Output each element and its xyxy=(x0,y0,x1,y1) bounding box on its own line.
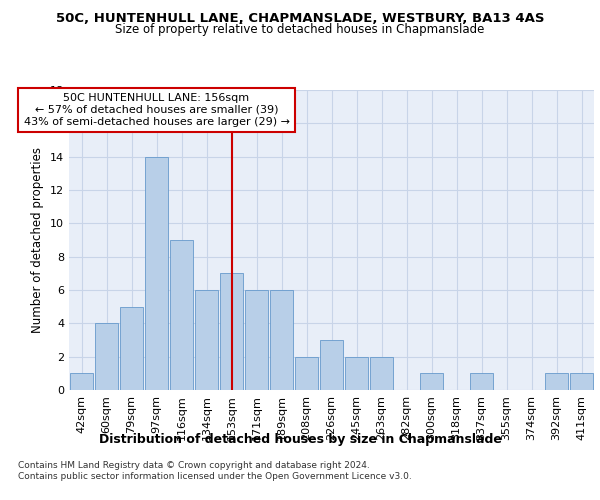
Bar xyxy=(245,290,268,390)
Bar xyxy=(120,306,143,390)
Bar xyxy=(270,290,293,390)
Bar xyxy=(170,240,193,390)
Bar xyxy=(320,340,343,390)
Bar xyxy=(345,356,368,390)
Bar xyxy=(95,324,118,390)
Text: Distribution of detached houses by size in Chapmanslade: Distribution of detached houses by size … xyxy=(98,432,502,446)
Bar xyxy=(370,356,393,390)
Bar xyxy=(70,374,93,390)
Bar xyxy=(545,374,568,390)
Bar xyxy=(470,374,493,390)
Bar xyxy=(195,290,218,390)
Bar xyxy=(570,374,593,390)
Y-axis label: Number of detached properties: Number of detached properties xyxy=(31,147,44,333)
Text: 50C HUNTENHULL LANE: 156sqm
← 57% of detached houses are smaller (39)
43% of sem: 50C HUNTENHULL LANE: 156sqm ← 57% of det… xyxy=(23,94,290,126)
Text: Contains HM Land Registry data © Crown copyright and database right 2024.: Contains HM Land Registry data © Crown c… xyxy=(18,460,370,469)
Bar xyxy=(295,356,318,390)
Bar xyxy=(145,156,168,390)
Text: Size of property relative to detached houses in Chapmanslade: Size of property relative to detached ho… xyxy=(115,22,485,36)
Text: 50C, HUNTENHULL LANE, CHAPMANSLADE, WESTBURY, BA13 4AS: 50C, HUNTENHULL LANE, CHAPMANSLADE, WEST… xyxy=(56,12,544,26)
Bar xyxy=(220,274,243,390)
Text: Contains public sector information licensed under the Open Government Licence v3: Contains public sector information licen… xyxy=(18,472,412,481)
Bar xyxy=(420,374,443,390)
